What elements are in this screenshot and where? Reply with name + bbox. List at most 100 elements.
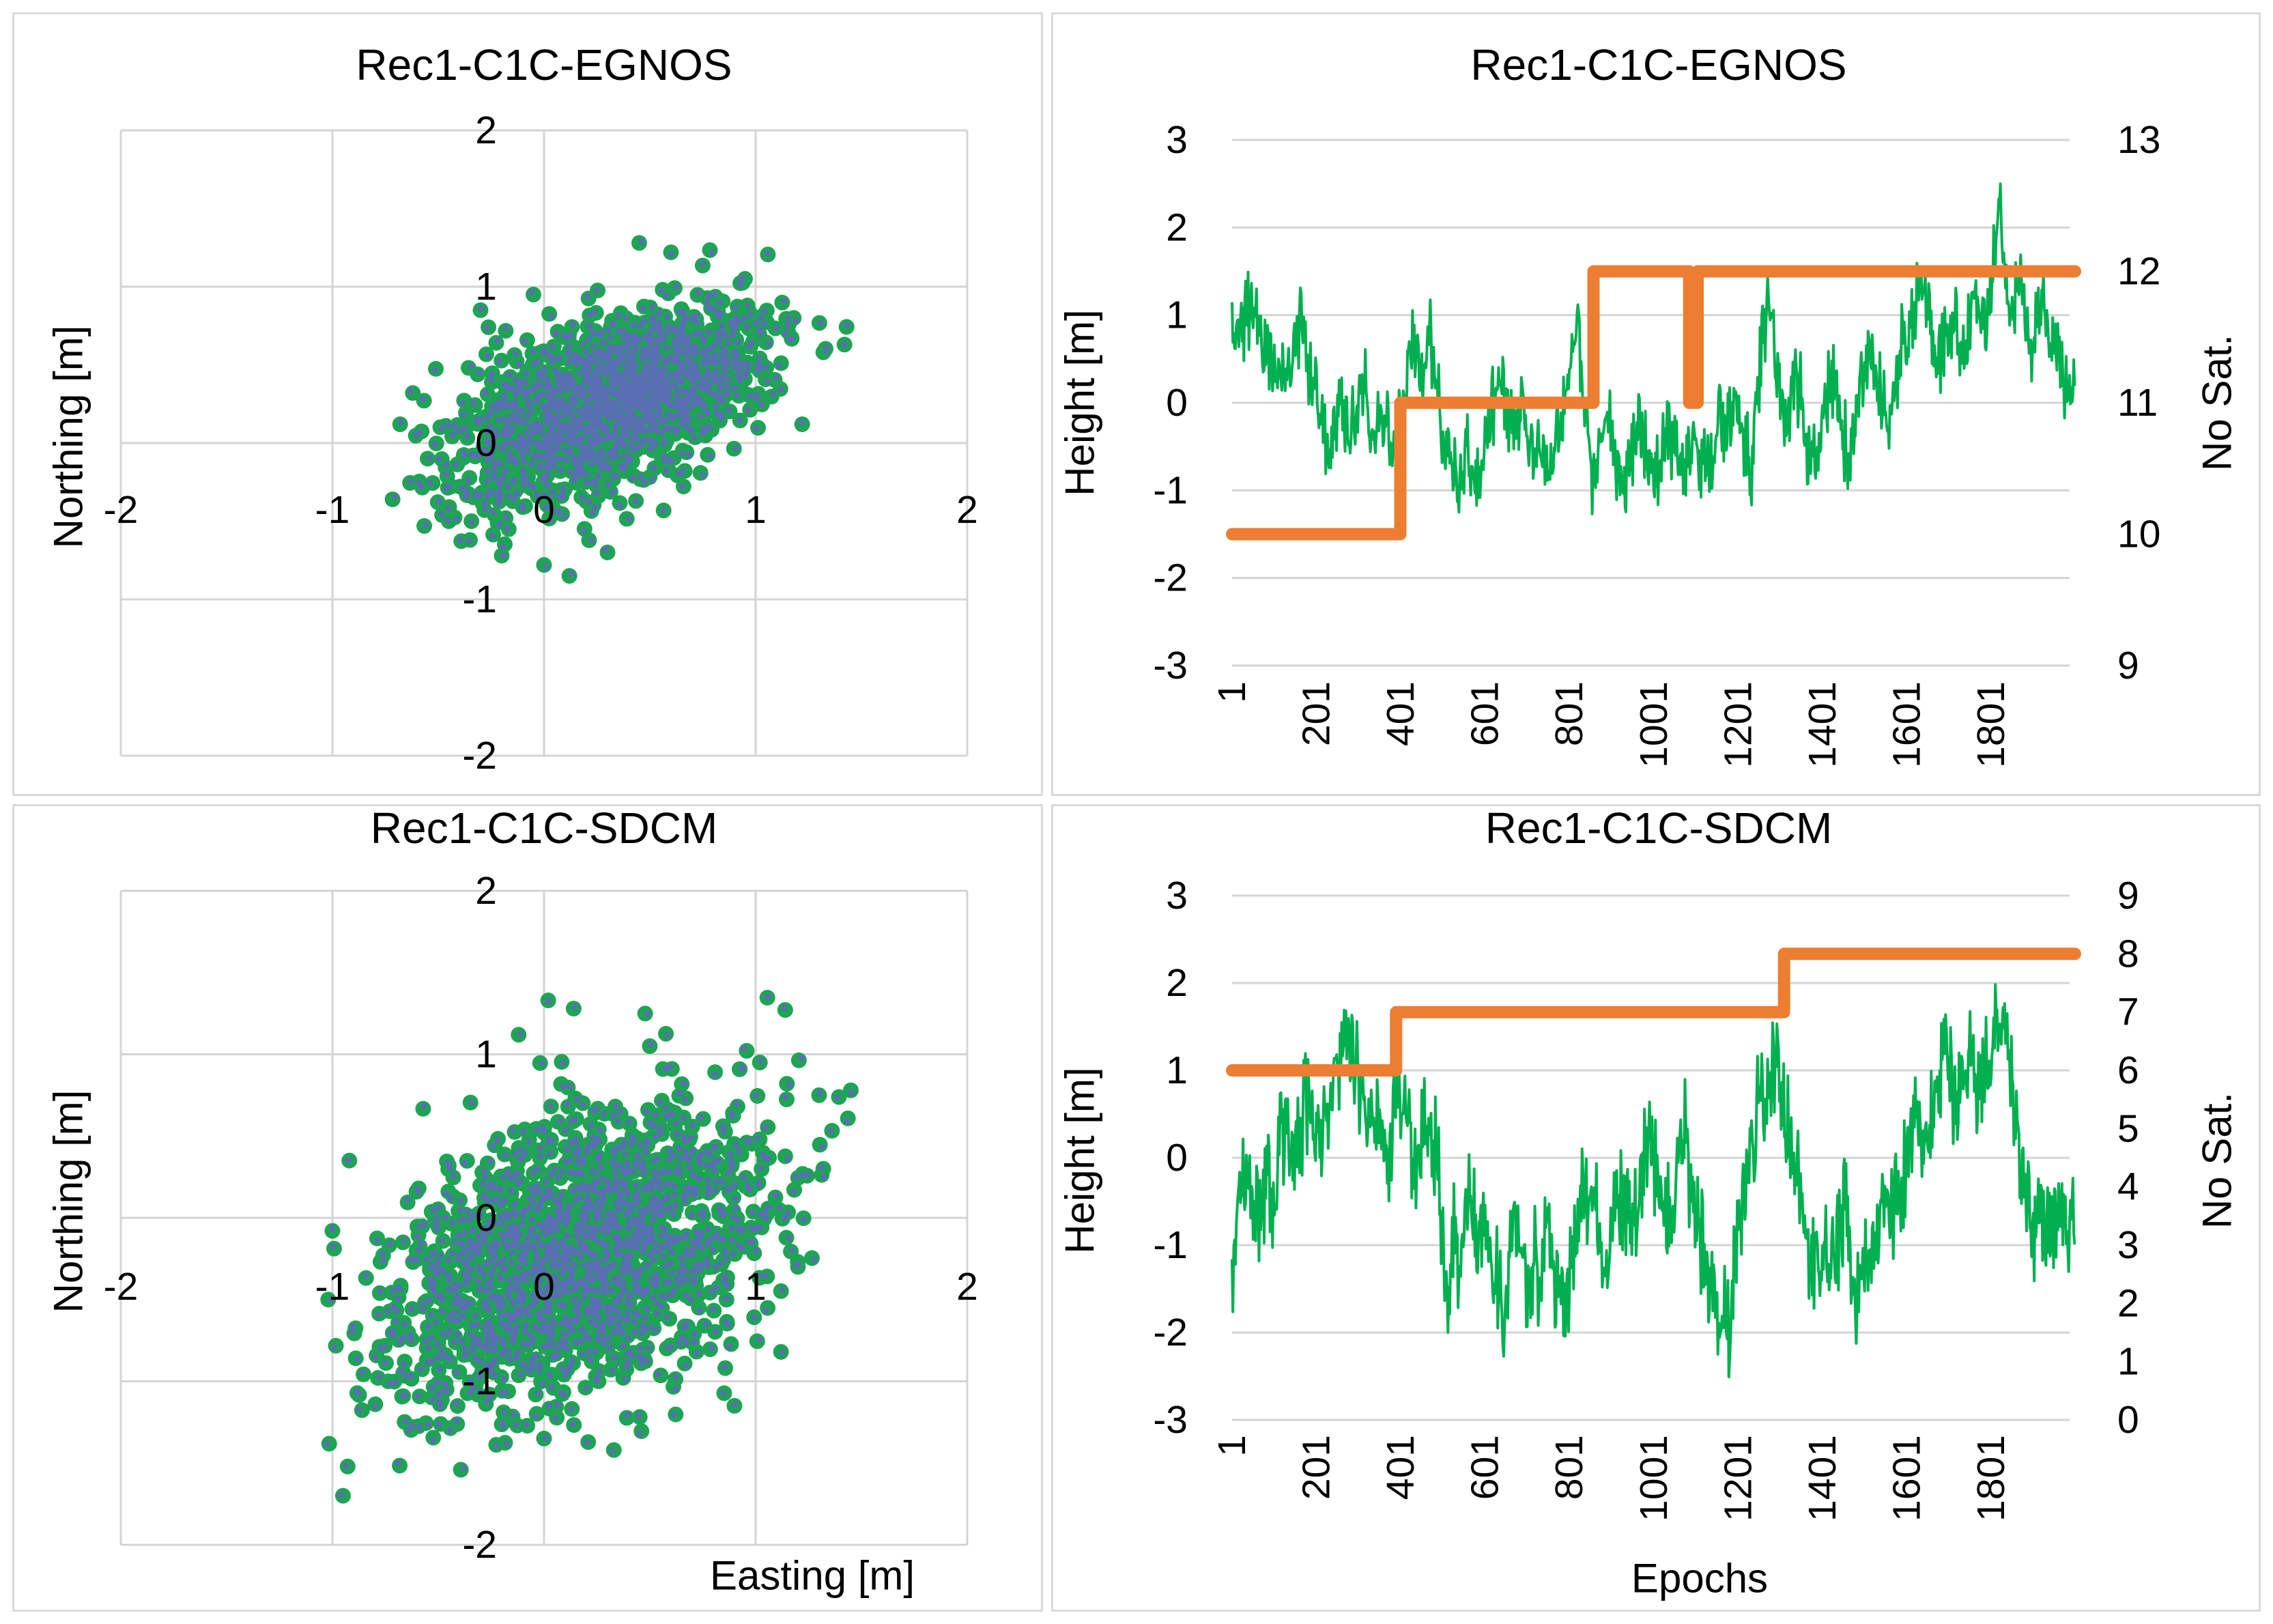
scatter-point-center-dot [648, 476, 656, 483]
scatter-point-center-dot [519, 502, 526, 509]
scatter-point-center-dot [754, 367, 761, 374]
scatter-point-center-dot [655, 380, 662, 386]
scatter-point-center-dot [609, 1367, 616, 1374]
scatter-point-center-dot [552, 367, 558, 374]
scatter-point-center-dot [653, 349, 659, 356]
scatter-point-center-dot [567, 470, 575, 476]
scatter-point-center-dot [638, 238, 645, 244]
scatter-point-center-dot [640, 305, 646, 312]
scatter-point-center-dot [589, 509, 596, 516]
x-tick-label: 2 [956, 488, 978, 532]
scatter-point-center-dot [534, 421, 541, 427]
scatter-point-center-dot [756, 355, 763, 362]
scatter-point-center-dot [754, 395, 760, 401]
scatter-point-center-dot [592, 410, 599, 417]
scatter-point-center-dot [557, 388, 564, 395]
scatter-point-center-dot [686, 451, 693, 459]
scatter-point-center-dot [704, 369, 711, 376]
scatter-point-center-dot [591, 387, 599, 395]
scatter-point-center-dot [731, 1181, 738, 1188]
scatter-point-center-dot [461, 425, 468, 432]
scatter-point-center-dot [627, 456, 633, 463]
scatter-point-center-dot [583, 388, 590, 395]
scatter-point-center-dot [445, 504, 453, 511]
scatter-point-center-dot [689, 1268, 696, 1276]
scatter-point-center-dot [500, 552, 506, 558]
scatter-point-center-dot [844, 322, 850, 329]
scatter-point-center-dot [659, 418, 666, 425]
scatter-point-center-dot [640, 1249, 646, 1255]
scatter-point-center-dot [578, 467, 585, 474]
scatter-point-center-dot [716, 339, 723, 345]
scatter-point-center-dot [620, 375, 628, 382]
scatter-point-center-dot [734, 392, 741, 399]
scatter-point-center-dot [407, 388, 414, 395]
scatter-point-center-dot [687, 427, 694, 434]
scatter-point-center-dot [501, 416, 508, 423]
scatter-point-center-dot [613, 379, 620, 386]
scatter-point-center-dot [761, 320, 768, 328]
scatter-point-center-dot [696, 383, 703, 390]
scatter-point-center-dot [719, 375, 726, 382]
scatter-point-center-dot [705, 1226, 712, 1233]
scatter-point-center-dot [412, 432, 420, 439]
scatter-point-center-dot [441, 1381, 448, 1388]
scatter-point-center-dot [436, 456, 443, 463]
scatter-point-center-dot [537, 1153, 544, 1160]
scatter-point-center-dot [577, 388, 584, 395]
scatter-point-center-dot [773, 1192, 780, 1199]
scatter-point-center-dot [482, 390, 489, 397]
scatter-point-center-dot [580, 341, 587, 348]
scatter-point-center-dot [711, 391, 718, 398]
scatter-point-center-dot [428, 1335, 435, 1341]
scatter-point-center-dot [583, 349, 590, 356]
scatter-point-center-dot [433, 1319, 440, 1326]
scatter-point-center-dot [790, 1188, 797, 1195]
scatter-point-center-dot [408, 1337, 414, 1343]
scatter-point-center-dot [722, 332, 729, 339]
scatter-point-center-dot [699, 260, 706, 267]
scatter-point-center-dot [675, 360, 682, 367]
scatter-point-center-dot [528, 461, 535, 468]
scatter-point-center-dot [610, 1112, 617, 1119]
scatter-point-center-dot [539, 474, 546, 481]
scatter-point-center-dot [635, 1412, 642, 1419]
scatter-point-center-dot [673, 1120, 680, 1127]
scatter-point-center-dot [489, 532, 496, 539]
scatter-point-center-dot [622, 443, 629, 450]
scatter-point-center-dot [661, 360, 668, 367]
scatter-point-center-dot [566, 359, 573, 366]
scatter-point-center-dot [764, 378, 771, 385]
scatter-point-center-dot [739, 275, 746, 282]
scatter-point-center-dot [585, 499, 592, 506]
scatter-point-center-dot [670, 1411, 677, 1418]
scatter-point-center-dot [548, 446, 555, 454]
scatter-point-center-dot [589, 395, 596, 401]
scatter-point-center-dot [588, 430, 595, 437]
scatter-point-center-dot [516, 360, 523, 367]
scatter-point-center-dot [599, 362, 605, 369]
scatter-point-center-dot [700, 429, 706, 436]
scatter-point-center-dot [781, 298, 788, 304]
scatter-point-center-dot [711, 342, 718, 350]
scatter-point-center-dot [565, 449, 572, 456]
scatter-point-center-dot [423, 1255, 430, 1263]
scatter-point-center-dot [722, 1255, 730, 1262]
scatter-point-center-dot [584, 356, 591, 363]
scatter-point-center-dot [512, 1150, 519, 1157]
scatter-point-center-dot [612, 399, 618, 407]
scatter-point-center-dot [614, 328, 622, 336]
scatter-point-center-dot [517, 433, 524, 440]
scatter-point-center-dot [663, 345, 670, 352]
scatter-point-center-dot [788, 334, 795, 341]
scatter-point-center-dot [725, 339, 732, 346]
scatter-point-center-dot [443, 471, 450, 478]
scatter-point-center-dot [645, 353, 652, 360]
scatter-point-center-dot [629, 474, 636, 481]
scatter-point-center-dot [733, 1142, 740, 1149]
scatter-point-center-dot [666, 324, 672, 330]
scatter-point-center-dot [577, 437, 584, 444]
scatter-point-center-dot [442, 461, 449, 469]
scatter-point-center-dot [463, 433, 471, 440]
scatter-point-center-dot [468, 362, 475, 369]
